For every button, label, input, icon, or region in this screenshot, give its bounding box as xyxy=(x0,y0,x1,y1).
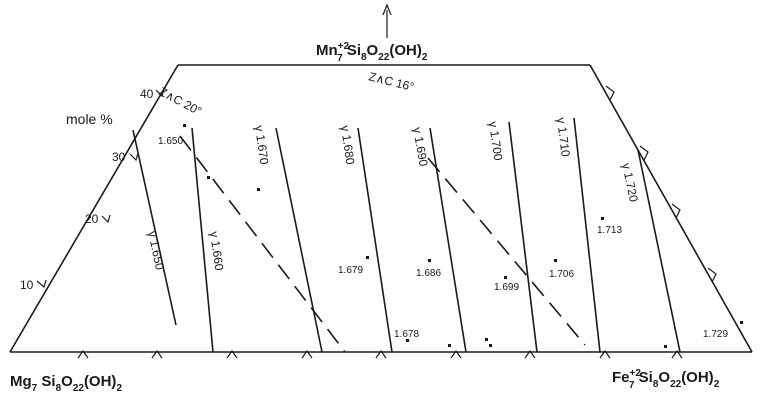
diagram-frame xyxy=(9,64,753,353)
point-marker xyxy=(554,259,557,262)
point-marker xyxy=(428,259,431,262)
isoline-label-1690: γ 1.690 xyxy=(410,126,431,168)
isoline-1660 xyxy=(191,127,214,353)
top-arrow xyxy=(382,3,392,38)
isoline-label-1700: γ 1.700 xyxy=(486,120,505,161)
base-ticks xyxy=(77,349,683,359)
point-marker xyxy=(183,124,186,127)
point-label: 1.713 xyxy=(597,225,622,236)
point-label: 1.650 xyxy=(158,136,183,147)
point-label: 1.706 xyxy=(549,269,574,280)
point-marker xyxy=(406,339,409,342)
point-label: 1.686 xyxy=(416,268,441,279)
isoline-1720 xyxy=(637,149,681,353)
point-marker xyxy=(485,338,488,341)
isoline-1680 xyxy=(357,127,393,353)
isoline-labels: γ 1.650 γ 1.660 γ 1.670 γ 1.680 γ 1.690 … xyxy=(145,117,641,272)
point-marker xyxy=(504,276,507,279)
tick-label-10: 10 xyxy=(20,278,34,292)
isoline-label-1650: γ 1.650 xyxy=(145,230,167,272)
tick-label-40: 40 xyxy=(140,87,154,101)
point-label: 1.678 xyxy=(394,329,419,340)
extinction-line-20 xyxy=(179,135,346,353)
isoline-1690 xyxy=(429,127,467,353)
left-formula: Mg7 Si8O22(OH)2 xyxy=(10,373,122,394)
point-marker xyxy=(366,256,369,259)
point-marker xyxy=(207,176,210,179)
point-marker xyxy=(489,344,492,347)
extinction-line-16 xyxy=(427,157,586,346)
point-label: 1.729 xyxy=(703,329,728,340)
isoline-1710 xyxy=(573,117,601,353)
tick-label-20: 20 xyxy=(85,212,99,226)
isoline-label-1680: γ 1.680 xyxy=(338,124,357,165)
point-label: 1.679 xyxy=(338,265,363,276)
isoline-1700 xyxy=(508,121,538,353)
extinction-label-20: Z∧C 20° xyxy=(157,84,205,118)
point-marker xyxy=(664,345,667,348)
isoline-1650 xyxy=(132,129,177,326)
point-marker xyxy=(448,344,451,347)
right-edge xyxy=(589,64,753,353)
top-formula: Mn+2 7 Si8O22(OH)2 xyxy=(316,41,428,64)
isolines xyxy=(132,117,681,353)
point-marker xyxy=(257,188,260,191)
point-marker xyxy=(601,217,604,220)
point-marker xyxy=(740,321,743,324)
right-formula: Fe+2 7 Si8O22(OH)2 xyxy=(612,368,720,391)
point-label: 1.699 xyxy=(494,282,519,293)
extinction-label-16: Z∧C 16° xyxy=(367,69,415,94)
tick-label-30: 30 xyxy=(112,150,126,164)
axis-unit-label: mole % xyxy=(66,111,113,127)
isoline-1670 xyxy=(275,127,323,353)
left-axis-ticks: 10 20 30 40 xyxy=(20,87,165,292)
isoline-label-1720: γ 1.720 xyxy=(619,162,641,204)
data-points: 1.650 1.679 1.686 1.699 1.706 1.713 1.72… xyxy=(158,124,743,348)
left-edge xyxy=(9,64,179,353)
isoline-label-1710: γ 1.710 xyxy=(554,117,573,158)
isoline-label-1660: γ 1.660 xyxy=(207,230,226,271)
right-edge-ticks xyxy=(605,85,717,283)
isoline-label-1670: γ 1.670 xyxy=(252,124,271,165)
